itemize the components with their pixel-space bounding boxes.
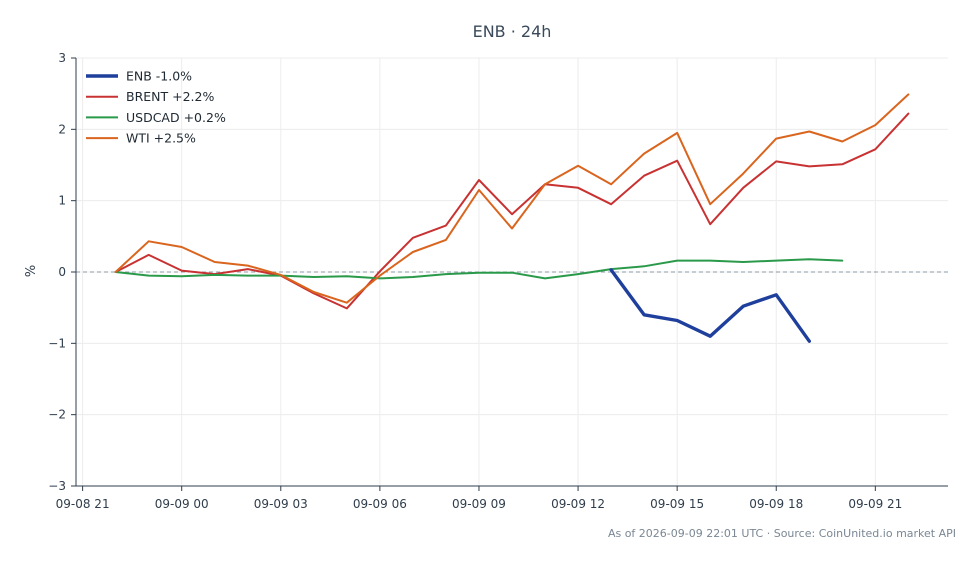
legend: ENB -1.0% BRENT +2.2% USDCAD +0.2% WTI +2.5… bbox=[86, 69, 226, 146]
y-tick-label: 3 bbox=[58, 51, 66, 65]
source-footnote: As of 2026-09-09 22:01 UTC · Source: Coi… bbox=[608, 527, 956, 540]
y-axis-label: % bbox=[24, 265, 39, 277]
y-tick-label: −2 bbox=[48, 408, 66, 422]
series-line-wti bbox=[114, 93, 910, 304]
y-tick-label: 2 bbox=[58, 122, 66, 136]
y-tick-label: −3 bbox=[48, 479, 66, 493]
x-tick-label: 09-09 06 bbox=[353, 497, 407, 511]
series-line-usdcad bbox=[114, 258, 844, 280]
chart-title: ENB · 24h bbox=[473, 22, 552, 41]
x-tick-label: 09-09 15 bbox=[650, 497, 704, 511]
x-tick-label: 09-09 09 bbox=[452, 497, 506, 511]
x-ticks: 09-08 21 09-09 00 09-09 03 09-09 06 09-09 09… bbox=[56, 486, 902, 511]
x-tick-label: 09-09 12 bbox=[551, 497, 605, 511]
x-tick-label: 09-09 00 bbox=[155, 497, 209, 511]
series-line-brent bbox=[114, 112, 910, 310]
x-tick-label: 09-09 18 bbox=[749, 497, 803, 511]
y-tick-label: 0 bbox=[58, 265, 66, 279]
legend-label-wti: WTI +2.5% bbox=[126, 131, 196, 146]
grid bbox=[76, 57, 948, 487]
x-tick-label: 09-09 21 bbox=[848, 497, 902, 511]
series-lines bbox=[114, 93, 910, 343]
series-line-enb bbox=[609, 268, 811, 343]
y-ticks: 3 2 1 0 −1 −2 −3 bbox=[48, 51, 76, 493]
y-tick-label: −1 bbox=[48, 336, 66, 350]
legend-label-enb: ENB -1.0% bbox=[126, 69, 192, 84]
x-tick-label: 09-09 03 bbox=[254, 497, 308, 511]
legend-label-brent: BRENT +2.2% bbox=[126, 89, 214, 104]
x-tick-label: 09-08 21 bbox=[56, 497, 110, 511]
legend-label-usdcad: USDCAD +0.2% bbox=[126, 110, 226, 125]
y-tick-label: 1 bbox=[58, 194, 66, 208]
